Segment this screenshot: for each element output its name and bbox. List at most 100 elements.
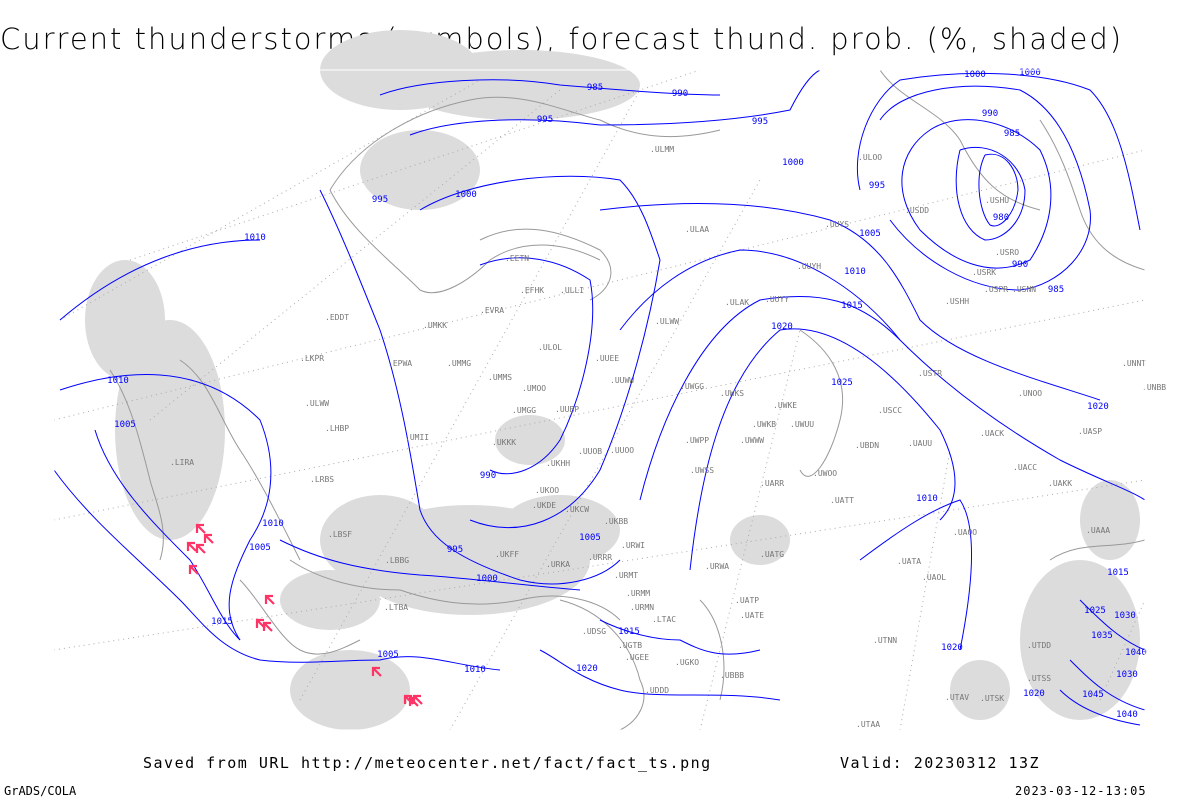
isobar-label: 1005 [579, 533, 601, 543]
station-label: .URRR [588, 553, 612, 562]
coastlines-borders [109, 69, 1146, 731]
station-label: .URMT [614, 571, 638, 580]
station-label: .LTBA [384, 603, 408, 612]
probability-shade-area [730, 515, 790, 565]
isobar [879, 85, 1091, 291]
station-label: .UNNT [1122, 359, 1146, 368]
isobar [619, 249, 1146, 501]
station-label: .UAOO [953, 528, 977, 537]
isobar [901, 119, 1052, 269]
isobar [955, 146, 1026, 241]
station-label: .UMOO [522, 384, 546, 393]
station-label: .URKA [546, 560, 570, 569]
grid-line [129, 69, 701, 261]
station-label: .UATP [735, 596, 759, 605]
grid-line [449, 179, 761, 731]
isobar-label: 995 [537, 115, 553, 125]
station-label: .UTAA [856, 720, 880, 729]
station-label: .UATE [740, 611, 764, 620]
map-title: Current thunderstorms (symbols), forecas… [0, 22, 1124, 56]
station-label: .UUEE [595, 354, 619, 363]
isobars [53, 69, 1146, 726]
isobar-label: 995 [372, 195, 388, 205]
station-label: .UWWW [740, 436, 764, 445]
isobar [53, 469, 501, 671]
isobar-label: 1020 [576, 664, 598, 674]
isobar-label: 1000 [1019, 68, 1041, 78]
station-label: .UWKB [752, 420, 776, 429]
station-label: .UAOL [922, 573, 946, 582]
station-label: .UNBB [1142, 383, 1166, 392]
isobar [1069, 659, 1146, 711]
station-label: .LTAC [652, 615, 676, 624]
coastline [239, 579, 361, 655]
station-label: .USNN [1012, 285, 1036, 294]
isobar-label: 1025 [1084, 606, 1106, 616]
station-label: .LBBG [385, 556, 409, 565]
isobar-label: 1020 [1023, 689, 1045, 699]
isobar [859, 499, 972, 651]
isobar-label: 995 [869, 181, 885, 191]
station-label: .UUBP [555, 405, 579, 414]
valid-time: Valid: 20230312 13Z [840, 754, 1041, 772]
station-label: .UTAV [945, 693, 969, 702]
isobar [279, 539, 581, 591]
station-label: .UACC [1013, 463, 1037, 472]
probability-shade-area [360, 130, 480, 210]
station-label: .UTSS [1027, 674, 1051, 683]
isobar [479, 257, 594, 475]
isobar [599, 619, 761, 655]
station-label: .UMKK [423, 321, 447, 330]
isobar-label: 1000 [476, 574, 498, 584]
station-label: .UGKO [675, 658, 699, 667]
isobar-label: 1010 [916, 494, 938, 504]
station-label: .URMM [626, 589, 650, 598]
isobar [419, 175, 661, 529]
station-label: .UMMG [447, 359, 471, 368]
isobar-label: 1015 [211, 617, 233, 627]
station-labels: .ULMM .ULOO .USDD .UUYS .ULAA .USHU .USRO .USRK… [170, 145, 1166, 729]
isobar-label: 1020 [941, 643, 963, 653]
isobar-label: 990 [480, 471, 496, 481]
isobar-label: 1010 [107, 376, 129, 386]
isobar-label: 1005 [114, 420, 136, 430]
isobar-label: 1035 [1091, 631, 1113, 641]
isobar-label: 985 [1004, 129, 1020, 139]
station-label: .UMGG [512, 406, 536, 415]
station-label: .UAAA [1086, 526, 1110, 535]
isobar-label: 1040 [1125, 648, 1147, 658]
station-label: .LKPR [300, 354, 324, 363]
station-label: .UGEE [625, 653, 649, 662]
station-label: .UUWW [610, 376, 634, 385]
isobar [1079, 599, 1146, 651]
isobar-label: 1005 [377, 650, 399, 660]
isobar-label: 1020 [1087, 402, 1109, 412]
station-label: .ULOO [858, 153, 882, 162]
probability-shade-area [950, 660, 1010, 720]
station-label: .UACK [980, 429, 1004, 438]
station-label: .UKDE [532, 501, 556, 510]
station-label: .UATT [830, 496, 854, 505]
station-label: .ULAA [685, 225, 709, 234]
grid-line [53, 479, 1146, 651]
station-label: .UBDN [855, 441, 879, 450]
thunderstorm-icon [264, 594, 275, 605]
grads-credit: GrADS/COLA [4, 784, 77, 798]
station-label: .USCC [878, 406, 902, 415]
isobar-labels: 1000 985 990 995 995 1000 995 1000 1000 995 990 985… [107, 68, 1147, 720]
thunderstorm-icon [262, 621, 273, 632]
station-label: .UWGG [680, 382, 704, 391]
station-label: .EETN [505, 254, 529, 263]
probability-shade-area [500, 495, 620, 565]
thunderstorm-icon [186, 541, 197, 552]
station-label: .UGTB [618, 641, 642, 650]
station-label: .UTNN [873, 636, 897, 645]
station-label: .ULOL [538, 343, 562, 352]
station-label: .USRK [972, 268, 996, 277]
station-label: .UUOO [610, 446, 634, 455]
station-label: .URMN [630, 603, 654, 612]
render-timestamp: 2023-03-12-13:05 [1015, 784, 1147, 798]
station-label: .UDSG [582, 627, 606, 636]
station-label: .UWSS [690, 466, 714, 475]
isobar [409, 69, 821, 136]
